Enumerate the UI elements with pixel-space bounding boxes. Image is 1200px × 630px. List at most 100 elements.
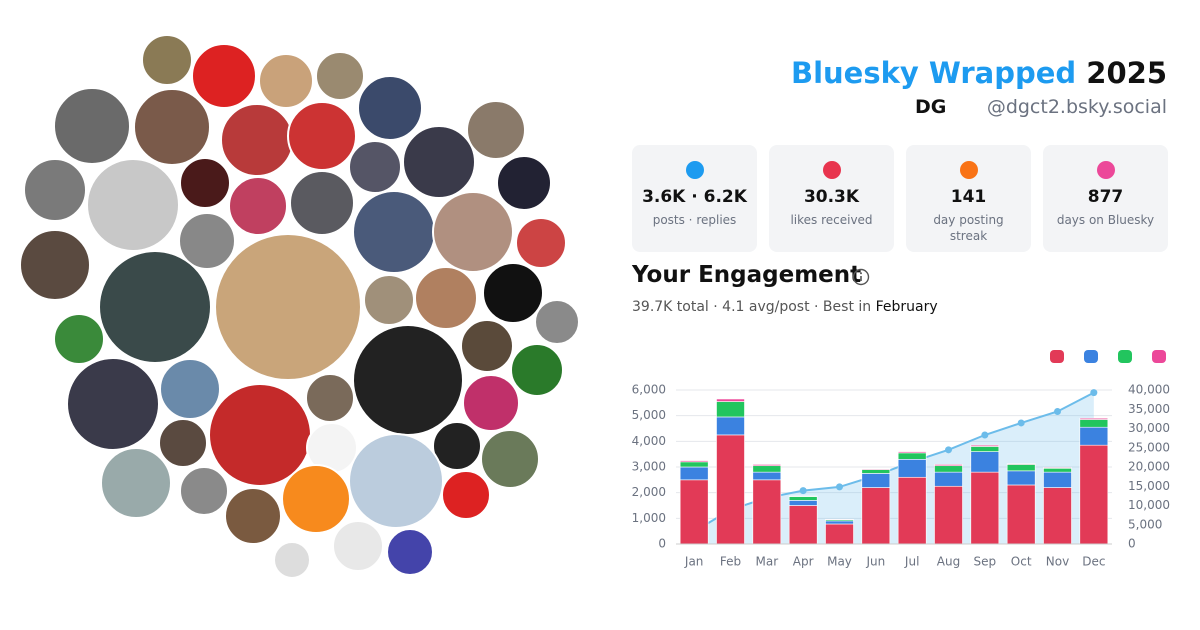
bar-segment (1043, 467, 1072, 473)
avatar (179, 466, 229, 516)
avatar (289, 170, 355, 236)
avatar (432, 421, 482, 471)
avatar (534, 299, 580, 345)
y2-tick-label: 5,000 (1128, 517, 1162, 531)
avatar (141, 34, 193, 86)
bar-segment (897, 476, 927, 545)
line-point (799, 487, 807, 495)
info-icon[interactable] (852, 268, 872, 288)
stat-card: 877 days on Bluesky (1043, 145, 1168, 252)
line-point (836, 483, 843, 491)
avatar (214, 233, 362, 381)
bar-segment (897, 452, 927, 460)
line-point (981, 431, 989, 439)
bar-segment (1079, 444, 1109, 545)
stat-label: days on Bluesky (1056, 213, 1155, 227)
bar-segment (1079, 426, 1109, 446)
legend-icon (1118, 350, 1132, 363)
avatar (305, 373, 355, 423)
stat-icon (1096, 161, 1115, 179)
bar-segment (825, 520, 854, 525)
x-tick-label: Jul (904, 555, 919, 569)
legend-icon (1084, 350, 1098, 363)
x-tick-label: Apr (793, 555, 814, 569)
avatar (220, 103, 294, 177)
avatar-cloud (19, 34, 580, 579)
stat-icon (685, 161, 704, 179)
bar-segment (788, 500, 818, 506)
stat-label: posts · replies (652, 213, 737, 227)
bar-segment (861, 473, 891, 488)
bar-segment (679, 479, 709, 545)
line-point (1017, 419, 1025, 427)
y2-tick-label: 40,000 (1128, 383, 1170, 397)
avatar (53, 313, 105, 365)
avatar (98, 250, 212, 364)
stat-value: 141 (950, 187, 987, 207)
avatar (179, 157, 231, 209)
stat-card: 3.6K · 6.2K posts · replies (632, 145, 757, 252)
bar-segment (788, 496, 818, 501)
avatar (178, 212, 236, 270)
bar-segment (679, 466, 709, 481)
bar-segment (679, 461, 709, 468)
avatar (133, 88, 211, 166)
x-tick-label: Jun (865, 555, 885, 569)
bar-segment (970, 446, 1000, 452)
x-tick-label: Nov (1046, 555, 1069, 569)
y-tick-label: 1,000 (632, 511, 666, 525)
bar-segment (897, 459, 927, 478)
bar-segment (1043, 471, 1072, 488)
bar-segment (861, 487, 891, 545)
stat-icon (959, 161, 978, 179)
bar-segment (861, 469, 891, 474)
bar-segment (716, 416, 745, 436)
bar-segment (788, 505, 818, 545)
display-name: DG (915, 96, 947, 118)
avatar (66, 357, 160, 451)
avatar (432, 191, 514, 273)
avatar (466, 100, 526, 160)
x-tick-label: Sep (974, 555, 997, 569)
x-tick-label: Jan (684, 555, 704, 569)
avatar (386, 528, 434, 576)
x-tick-label: Oct (1011, 555, 1032, 569)
bar-segment (788, 495, 818, 497)
avatar (23, 158, 87, 222)
x-tick-label: Dec (1082, 555, 1105, 569)
avatar (510, 343, 564, 397)
y2-tick-label: 30,000 (1128, 421, 1170, 435)
avatar (515, 217, 567, 269)
avatar (258, 53, 314, 109)
x-tick-label: Mar (756, 555, 779, 569)
bar-segment (970, 471, 1000, 545)
x-tick-label: May (827, 555, 852, 569)
stat-icon (822, 161, 841, 179)
avatar (191, 43, 257, 109)
stat-value: 30.3K (803, 187, 860, 207)
avatar (348, 140, 402, 194)
best-month: February (875, 299, 938, 315)
x-tick-label: Aug (937, 555, 960, 569)
bar-segment (716, 401, 745, 418)
stat-card: 30.3K likes received (769, 145, 894, 252)
avatar (159, 358, 221, 420)
avatar (480, 429, 540, 489)
stat-card: 141 day posting streak (906, 145, 1031, 252)
bar-segment (679, 460, 709, 463)
bar-segment (716, 434, 745, 545)
y-tick-label: 4,000 (632, 434, 666, 448)
y2-tick-label: 0 (1128, 537, 1136, 551)
y2-tick-label: 35,000 (1128, 402, 1170, 416)
y-tick-label: 2,000 (632, 485, 666, 499)
y2-tick-label: 10,000 (1128, 498, 1170, 512)
bar-segment (1006, 484, 1036, 545)
section-title: Your Engagement (632, 262, 862, 288)
stat-value: 3.6K · 6.2K (642, 187, 747, 207)
bar-segment (825, 523, 854, 545)
bar-segment (752, 471, 782, 481)
stat-label: day posting streak (933, 213, 1004, 243)
bar-segment (1006, 470, 1036, 486)
y2-tick-label: 25,000 (1128, 440, 1170, 454)
bar-segment (1079, 419, 1109, 428)
